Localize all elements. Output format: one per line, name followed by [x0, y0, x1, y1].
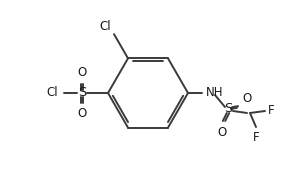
Text: NH: NH	[206, 86, 224, 100]
Text: O: O	[77, 107, 87, 120]
Text: Cl: Cl	[99, 20, 111, 33]
Text: Cl: Cl	[46, 86, 58, 100]
Text: S: S	[224, 102, 232, 116]
Text: O: O	[77, 66, 87, 79]
Text: O: O	[242, 92, 251, 105]
Text: S: S	[78, 86, 86, 100]
Text: O: O	[218, 126, 226, 139]
Text: F: F	[253, 131, 259, 144]
Text: F: F	[268, 105, 274, 117]
